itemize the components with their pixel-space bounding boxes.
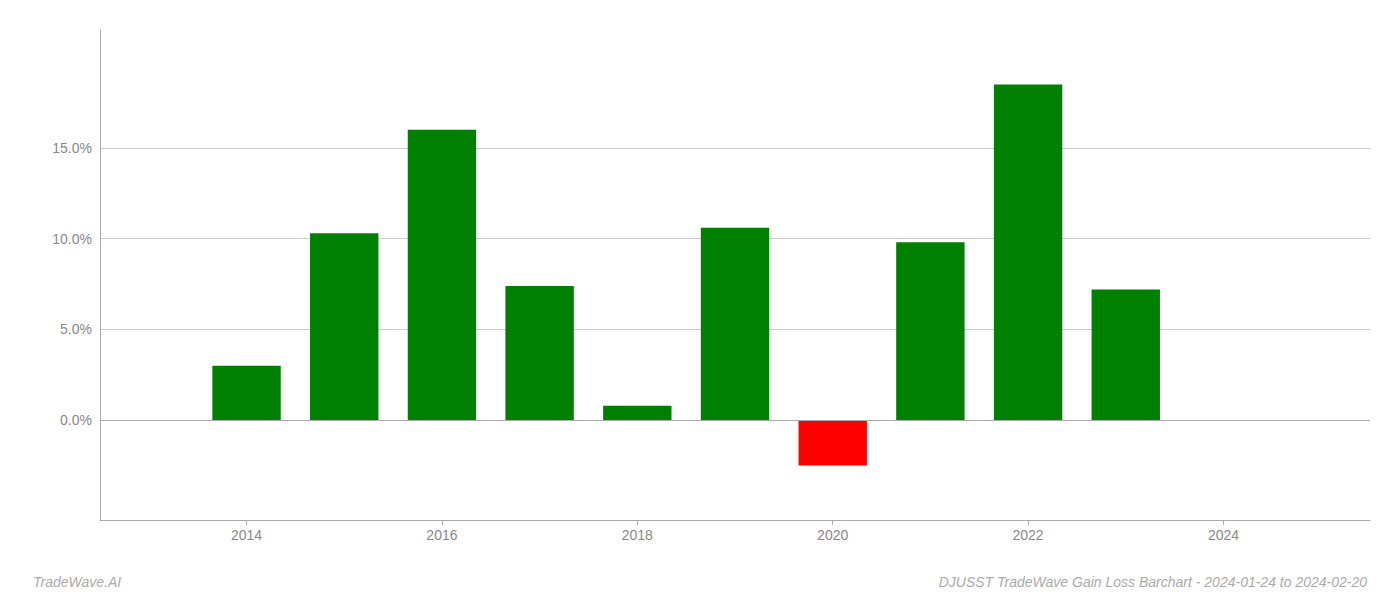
svg-text:2014: 2014 bbox=[231, 527, 262, 543]
svg-text:DJUSST TradeWave Gain Loss Bar: DJUSST TradeWave Gain Loss Barchart - 20… bbox=[939, 574, 1367, 590]
svg-text:2018: 2018 bbox=[622, 527, 653, 543]
svg-text:2024: 2024 bbox=[1208, 527, 1239, 543]
svg-text:0.0%: 0.0% bbox=[60, 412, 92, 428]
svg-text:2016: 2016 bbox=[426, 527, 457, 543]
svg-text:2020: 2020 bbox=[817, 527, 848, 543]
svg-text:15.0%: 15.0% bbox=[52, 140, 92, 156]
svg-text:2022: 2022 bbox=[1012, 527, 1043, 543]
svg-text:TradeWave.AI: TradeWave.AI bbox=[33, 574, 121, 590]
svg-text:10.0%: 10.0% bbox=[52, 231, 92, 247]
svg-text:5.0%: 5.0% bbox=[60, 321, 92, 337]
